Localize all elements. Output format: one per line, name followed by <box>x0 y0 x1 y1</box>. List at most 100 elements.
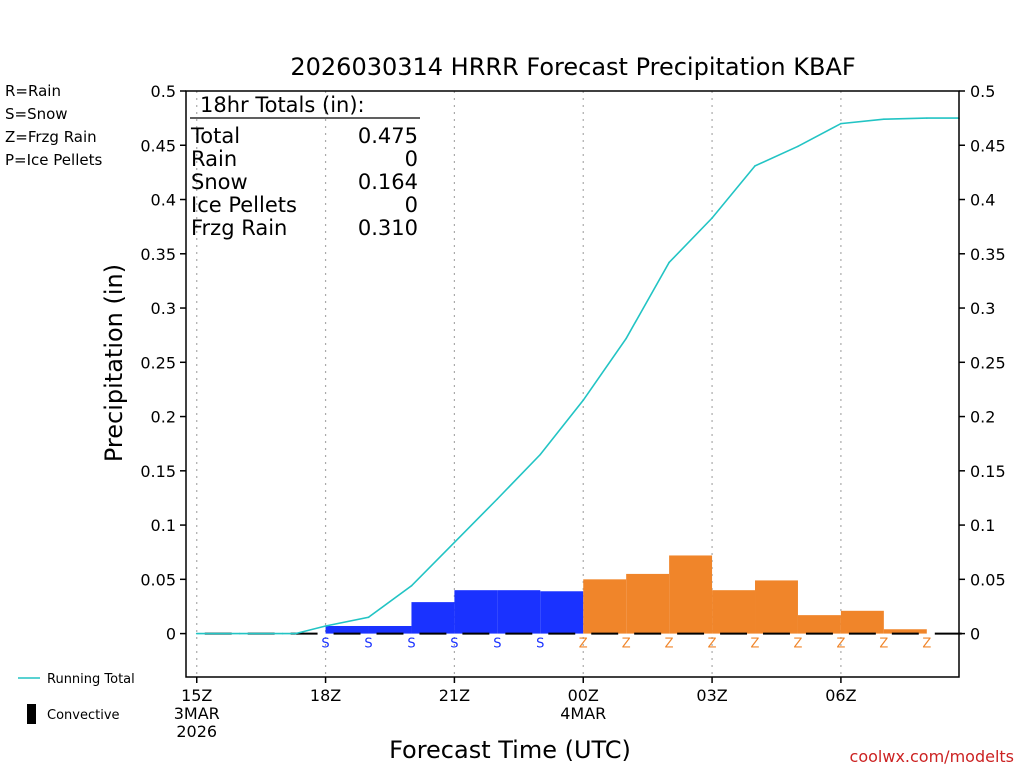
chart-title: 2026030314 HRRR Forecast Precipitation K… <box>290 53 855 81</box>
running-total-point-4 <box>324 625 327 627</box>
ptype-label-hour-6: S <box>407 637 415 652</box>
totals-header: 18hr Totals (in): <box>200 93 365 117</box>
running-total-point-2 <box>281 632 284 635</box>
y-tick-label-right-0: 0 <box>970 625 980 644</box>
ptype-label-hour-10: Z <box>579 637 588 652</box>
y-tick-label-right-1: 0.05 <box>970 570 1006 589</box>
running-total-point-17 <box>883 118 885 121</box>
running-total-point-9 <box>539 453 542 456</box>
ptype-label-hour-16: Z <box>836 637 845 652</box>
ptype-label-hour-12: Z <box>665 637 674 652</box>
y-tick-label-left-5: 0.25 <box>140 353 176 372</box>
precip-bar-hour-4 <box>325 625 369 634</box>
y-tick-label-left-3: 0.15 <box>140 462 176 481</box>
y-tick-label-left-10: 0.5 <box>151 82 176 101</box>
legend-bar-label: Convective <box>47 708 120 723</box>
y-tick-label-right-2: 0.1 <box>970 516 995 535</box>
running-total-point-15 <box>797 145 799 148</box>
ptype-label-hour-15: Z <box>794 637 803 652</box>
y-tick-label-left-2: 0.1 <box>151 516 176 535</box>
totals-row-name-0: Total <box>190 124 240 148</box>
totals-row-value-4: 0.310 <box>358 216 418 240</box>
ptype-label-hour-13: Z <box>708 637 717 652</box>
totals-row-value-2: 0.164 <box>358 170 418 194</box>
x-tick-label-2-0: 21Z <box>439 686 470 705</box>
legend-line-label: Running Total <box>47 672 135 687</box>
ptype-label-hour-9: S <box>536 637 544 652</box>
ptype-label-hour-7: S <box>450 637 458 652</box>
precip-bar-hour-9 <box>540 591 584 634</box>
x-tick-label-1-0: 18Z <box>310 686 341 705</box>
y-tick-label-right-9: 0.45 <box>970 136 1006 155</box>
y-tick-label-right-3: 0.15 <box>970 462 1006 481</box>
x-tick-label-4-0: 03Z <box>696 686 727 705</box>
running-total-point-7 <box>453 541 456 544</box>
precip-bar-hour-14 <box>755 580 798 634</box>
y-tick-label-left-9: 0.45 <box>140 136 176 155</box>
precip-bar-hour-15 <box>797 615 841 634</box>
precip-bar-hour-5 <box>368 625 412 634</box>
precip-bar-hour-11 <box>626 573 670 634</box>
running-total-point-13 <box>711 217 713 219</box>
legend-z: Z=Frzg Rain <box>5 128 97 146</box>
x-tick-label-3-0: 00Z <box>568 686 599 705</box>
precip-bar-hour-10 <box>583 579 627 634</box>
totals-row-value-3: 0 <box>405 193 418 217</box>
totals-row-name-3: Ice Pellets <box>191 193 297 217</box>
y-tick-label-left-6: 0.3 <box>151 299 176 318</box>
x-tick-label-3-1: 4MAR <box>560 704 606 723</box>
running-total-point-12 <box>668 261 670 264</box>
y-tick-label-left-7: 0.35 <box>140 245 176 264</box>
credit-text: coolwx.com/modelts <box>850 747 1014 766</box>
ptype-label-hour-4: S <box>321 637 329 652</box>
legend-r: R=Rain <box>5 82 61 100</box>
y-tick-label-right-7: 0.35 <box>970 245 1006 264</box>
legend-p: P=Ice Pellets <box>5 151 102 169</box>
y-tick-label-right-6: 0.3 <box>970 299 995 318</box>
precip-bar-hour-17 <box>883 629 927 634</box>
y-tick-label-left-4: 0.2 <box>151 408 176 427</box>
running-total-point-14 <box>754 165 756 167</box>
totals-row-value-1: 0 <box>405 147 418 171</box>
precip-bar-hour-7 <box>454 590 498 634</box>
running-total-point-18 <box>925 117 928 119</box>
x-axis-label: Forecast Time (UTC) <box>389 736 631 764</box>
ptype-label-hour-18: Z <box>922 637 931 652</box>
precip-bar-hour-16 <box>840 610 884 634</box>
y-tick-label-left-8: 0.4 <box>151 191 176 210</box>
precip-bar-hour-8 <box>497 590 541 634</box>
y-tick-label-right-8: 0.4 <box>970 191 995 210</box>
running-total-point-3 <box>294 632 297 635</box>
plot-frame <box>185 90 960 678</box>
ptype-label-hour-17: Z <box>879 637 888 652</box>
running-total-point-11 <box>625 337 627 340</box>
running-total-point-8 <box>496 498 499 500</box>
ptype-label-hour-8: S <box>493 637 501 652</box>
running-total-point-1 <box>238 632 241 635</box>
totals-row-name-1: Rain <box>191 147 237 171</box>
y-tick-label-right-10: 0.5 <box>970 82 995 101</box>
y-tick-label-left-1: 0.05 <box>140 570 176 589</box>
totals-row-name-2: Snow <box>191 170 248 194</box>
running-total-point-6 <box>410 585 413 587</box>
ptype-label-hour-14: Z <box>751 637 760 652</box>
running-total-point-0 <box>195 632 198 635</box>
y-tick-label-right-5: 0.25 <box>970 353 1006 372</box>
ptype-label-hour-5: S <box>364 637 372 652</box>
running-total-line <box>196 117 959 635</box>
running-total-point-10 <box>582 399 585 402</box>
legend-convective-swatch <box>27 704 36 724</box>
x-tick-label-0-1: 3MAR <box>174 704 220 723</box>
precip-bar-hour-6 <box>411 602 455 634</box>
x-tick-label-0-2: 2026 <box>176 722 217 741</box>
totals-row-value-0: 0.475 <box>358 124 418 148</box>
x-tick-label-0-0: 15Z <box>181 686 212 705</box>
running-total-point-16 <box>840 122 842 125</box>
totals-row-name-4: Frzg Rain <box>191 216 287 240</box>
precip-bar-hour-13 <box>712 590 756 634</box>
y-tick-label-left-0: 0 <box>166 625 176 644</box>
y-tick-label-right-4: 0.2 <box>970 408 995 427</box>
precip-bar-hour-12 <box>669 555 713 634</box>
legend-s: S=Snow <box>5 105 68 123</box>
